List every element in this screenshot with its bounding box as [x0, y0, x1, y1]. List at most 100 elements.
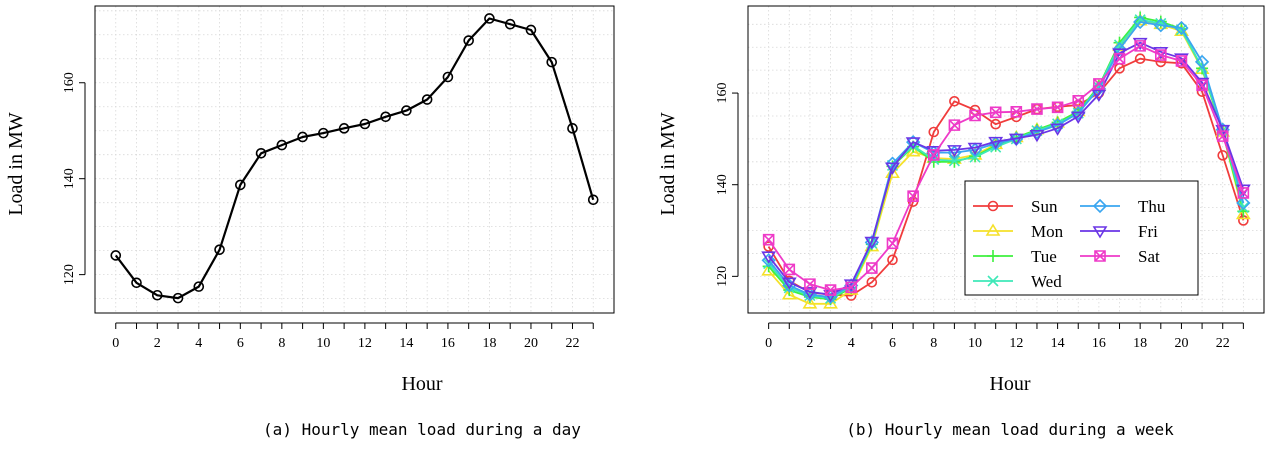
- data-point: [235, 179, 246, 191]
- data-point: [989, 106, 1002, 119]
- x-tick-label: 16: [441, 336, 455, 351]
- series-line: [114, 17, 595, 300]
- x-tick-label: 20: [1174, 336, 1188, 351]
- data-point: [1133, 14, 1148, 30]
- y-tick-label: 160: [715, 83, 730, 104]
- data-point: [781, 277, 797, 290]
- data-point: [1194, 54, 1210, 70]
- data-point: [401, 105, 412, 116]
- data-point: [1237, 202, 1249, 214]
- y-tick-label: 140: [62, 168, 77, 189]
- data-point: [276, 139, 288, 151]
- data-point: [781, 287, 797, 300]
- data-point: [866, 262, 878, 274]
- data-point: [1235, 206, 1251, 220]
- legend-label: Sat: [1138, 247, 1160, 266]
- data-point: [927, 149, 940, 161]
- x-tick-label: 0: [112, 336, 119, 351]
- legend-label: Mon: [1031, 222, 1064, 241]
- data-point: [1093, 78, 1105, 90]
- data-point: [1194, 77, 1210, 91]
- data-point: [761, 253, 776, 268]
- y-tick-label: 120: [62, 264, 77, 285]
- data-point: [783, 263, 796, 276]
- data-point: [802, 296, 818, 309]
- x-tick-label: 8: [278, 336, 285, 351]
- y-tick-label: 120: [715, 266, 730, 287]
- caption-b: (b) Hourly mean load during a week: [846, 420, 1174, 439]
- data-point: [338, 123, 350, 134]
- data-point: [1174, 20, 1189, 36]
- x-tick-label: 8: [930, 336, 937, 351]
- series-layer-a: [110, 13, 599, 304]
- data-point: [1091, 89, 1107, 102]
- x-tick-label: 18: [482, 336, 496, 351]
- data-point: [1196, 79, 1208, 92]
- data-point: [905, 137, 921, 150]
- data-point: [946, 145, 962, 158]
- data-point: [463, 35, 474, 46]
- x-tick-label: 10: [968, 336, 982, 351]
- data-point: [761, 251, 777, 264]
- data-point: [907, 190, 919, 202]
- data-point: [504, 18, 516, 30]
- y-tick-label: 160: [62, 72, 77, 93]
- legend-marker: [1092, 198, 1108, 214]
- data-point: [1031, 103, 1043, 115]
- data-point: [131, 277, 142, 289]
- legend-box: [964, 180, 1199, 296]
- data-point: [969, 151, 981, 163]
- legend-marker: [1092, 226, 1108, 239]
- data-point: [990, 118, 1001, 130]
- plot-frame: [94, 5, 615, 314]
- x-tick-label: 6: [889, 336, 896, 351]
- data-point: [845, 281, 857, 294]
- x-tick-label: 22: [1216, 336, 1230, 351]
- data-point: [864, 236, 880, 250]
- legend-label: Fri: [1138, 222, 1158, 241]
- data-point: [484, 13, 495, 24]
- data-point: [762, 233, 775, 246]
- x-tick-label: 14: [399, 336, 413, 351]
- x-tick-label: 10: [316, 336, 330, 351]
- chart-panel-a: 0 2 4 6 8 10 12 14 16 18 20 22 120 140 160 Hour Load i…: [5, 5, 615, 439]
- legend-label: Sun: [1031, 197, 1058, 216]
- x-axis-title-b: Hour: [989, 373, 1030, 395]
- data-point: [1008, 133, 1024, 146]
- y-axis-title-a: Load in MW: [5, 112, 27, 215]
- data-point: [1217, 150, 1229, 161]
- data-point: [151, 289, 163, 301]
- data-point: [1050, 118, 1065, 133]
- plot-frame: [747, 5, 1265, 314]
- grid-a: [95, 6, 614, 313]
- chart-panel-b: 0 2 4 6 8 10 12 14 16 18 20 22 120 140 160 Hour Load i…: [657, 5, 1265, 439]
- data-point: [967, 142, 983, 156]
- axes-a: 0 2 4 6 8 10 12 14 16 18 20 22 120 140 160: [62, 5, 615, 351]
- x-axis-title-a: Hour: [401, 373, 442, 395]
- data-point: [1029, 129, 1045, 143]
- data-point: [1051, 101, 1064, 114]
- data-point: [823, 296, 838, 309]
- y-axis-title-b: Load in MW: [657, 112, 679, 215]
- x-tick-label: 12: [1009, 336, 1023, 351]
- data-point: [1134, 53, 1146, 64]
- series-layer-b: [761, 11, 1251, 309]
- data-point: [1113, 39, 1126, 51]
- data-point: [988, 136, 1004, 150]
- legend-marker: [985, 223, 1001, 236]
- data-point: [1010, 106, 1023, 118]
- data-point: [1070, 111, 1086, 124]
- legend-label: Wed: [1031, 272, 1062, 291]
- x-tick-label: 20: [524, 336, 538, 351]
- data-point: [1236, 195, 1251, 211]
- x-tick-label: 2: [154, 336, 161, 351]
- x-tick-label: 16: [1092, 336, 1106, 351]
- data-point: [1175, 55, 1188, 67]
- data-point: [885, 162, 900, 175]
- data-point: [1050, 123, 1066, 136]
- data-point: [804, 278, 816, 290]
- axes-b: 0 2 4 6 8 10 12 14 16 18 20 22 120 140 160: [715, 5, 1265, 351]
- data-point: [297, 131, 308, 143]
- data-point: [948, 155, 960, 167]
- x-tick-label: 22: [565, 336, 579, 351]
